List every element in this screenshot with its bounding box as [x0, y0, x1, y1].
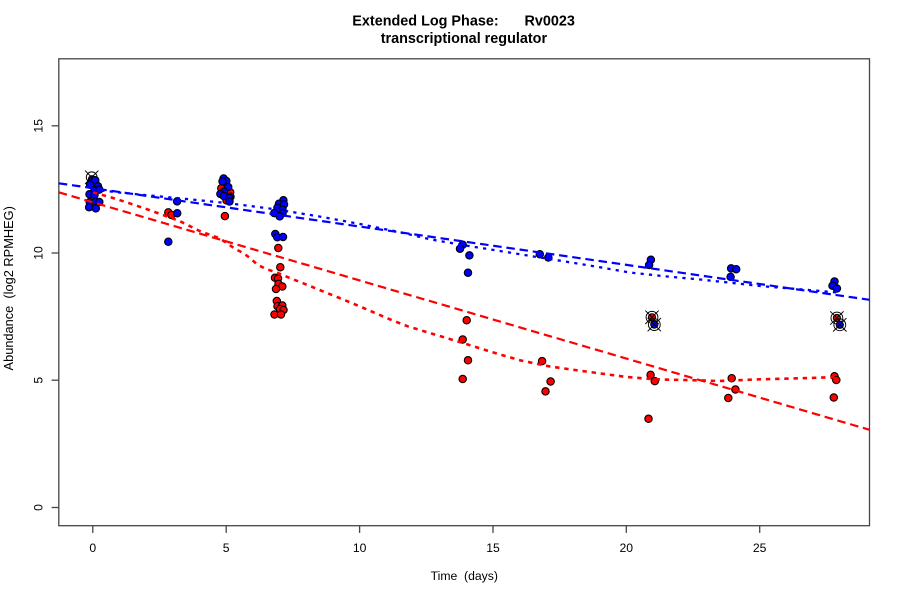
- svg-text:5: 5: [223, 541, 230, 555]
- svg-text:Time (days): Time (days): [431, 569, 498, 583]
- svg-text:10: 10: [353, 541, 367, 555]
- svg-text:20: 20: [620, 541, 634, 555]
- svg-text:10: 10: [31, 246, 45, 260]
- svg-text:5: 5: [31, 377, 45, 384]
- svg-text:Extended Log Phase:Rv0023: Extended Log Phase: Rv0023: [352, 13, 575, 29]
- svg-text:0: 0: [89, 541, 96, 555]
- svg-text:0: 0: [31, 504, 45, 511]
- svg-text:25: 25: [753, 541, 767, 555]
- svg-text:15: 15: [31, 119, 45, 133]
- svg-text:transcriptional regulator: transcriptional regulator: [381, 31, 548, 47]
- svg-text:Abundance (log2 RPMHEG): Abundance (log2 RPMHEG): [1, 206, 16, 370]
- svg-text:15: 15: [486, 541, 500, 555]
